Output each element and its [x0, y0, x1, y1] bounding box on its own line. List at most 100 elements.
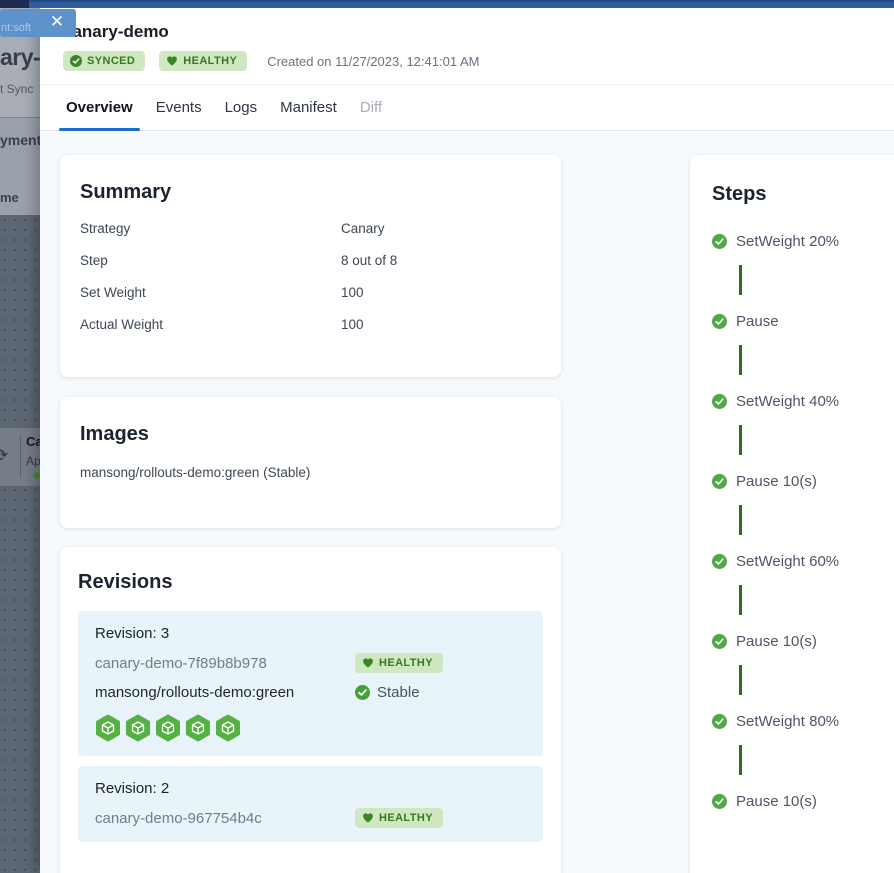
- step-item: Pause 10(s): [712, 471, 894, 551]
- step-connector: [739, 745, 742, 775]
- tooltip-text-fragment: nt:soft: [1, 22, 31, 34]
- background-app-title-fragment: ary-: [0, 44, 40, 70]
- tab-diff[interactable]: Diff: [359, 99, 383, 116]
- panel-content: Summary Strategy Canary Step 8 out of 8 …: [40, 131, 894, 873]
- heart-icon: [363, 813, 373, 823]
- healthy-badge: HEALTHY: [355, 808, 443, 828]
- healthy-badge-label: HEALTHY: [379, 812, 433, 824]
- image-entry: mansong/rollouts-demo:green (Stable): [80, 465, 311, 480]
- close-button[interactable]: ✕: [49, 12, 65, 31]
- step-label: Pause 10(s): [736, 632, 817, 650]
- check-circle-icon: [355, 684, 370, 700]
- step-connector: [739, 505, 742, 535]
- summary-row-set-weight: Set Weight 100: [80, 285, 541, 301]
- synced-badge-label: SYNCED: [87, 55, 136, 67]
- steps-list: SetWeight 20% Pause SetWeight 40%: [712, 231, 894, 871]
- tab-logs[interactable]: Logs: [224, 99, 258, 116]
- background-resource-node: ⟳ Ca Ap: [0, 428, 40, 486]
- replicaset-name: canary-demo-7f89b8b978: [95, 654, 267, 672]
- rollout-detail-panel: canary-demo SYNCED HEALTHY Created on 11…: [40, 8, 894, 873]
- step-label: Pause 10(s): [736, 472, 817, 490]
- pod-icon: [156, 714, 180, 742]
- health-dot-icon: [33, 472, 40, 479]
- stable-label: Stable: [377, 683, 420, 701]
- check-circle-icon: [70, 55, 82, 67]
- background-deployment-fragment: yment: [0, 132, 40, 148]
- step-label: Pause: [736, 312, 779, 330]
- step-check-icon: [712, 633, 727, 649]
- step-row: Pause 10(s): [712, 471, 894, 491]
- summary-value: Canary: [341, 221, 385, 236]
- pod-icon: [96, 714, 120, 742]
- step-connector: [739, 665, 742, 695]
- revision-item: Revision: 2 canary-demo-967754b4c HEALTH…: [78, 766, 543, 842]
- step-check-icon: [712, 473, 727, 489]
- divider: [20, 436, 21, 478]
- revision-item: Revision: 3 canary-demo-7f89b8b978 HEALT…: [78, 611, 543, 756]
- step-row: SetWeight 40%: [712, 391, 894, 411]
- step-row: SetWeight 80%: [712, 711, 894, 731]
- step-check-icon: [712, 793, 727, 809]
- heart-icon: [363, 658, 373, 668]
- revision-replicaset-row: canary-demo-967754b4c HEALTHY: [95, 808, 526, 828]
- background-sync-fragment: t Sync: [0, 82, 34, 96]
- healthy-badge: HEALTHY: [159, 51, 248, 71]
- background-subheader: yment me: [0, 118, 40, 215]
- tab-bar: Overview Events Logs Manifest Diff: [40, 85, 894, 131]
- resource-node-title-fragment: Ca: [26, 434, 40, 449]
- step-item: SetWeight 80%: [712, 711, 894, 791]
- step-row: SetWeight 20%: [712, 231, 894, 251]
- panel-header: canary-demo SYNCED HEALTHY Created on 11…: [40, 8, 894, 85]
- step-row: Pause 10(s): [712, 791, 894, 811]
- tab-overview[interactable]: Overview: [59, 85, 140, 131]
- step-label: Pause 10(s): [736, 792, 817, 810]
- replicaset-name: canary-demo-967754b4c: [95, 809, 262, 827]
- top-progress-bar: [0, 0, 894, 8]
- revisions-title: Revisions: [78, 571, 173, 593]
- tab-manifest[interactable]: Manifest: [280, 99, 337, 116]
- step-item: SetWeight 60%: [712, 551, 894, 631]
- status-badge-row: SYNCED HEALTHY Created on 11/27/2023, 12…: [63, 51, 894, 71]
- healthy-badge-label: HEALTHY: [183, 55, 238, 67]
- top-bar-left-segment: [0, 0, 29, 8]
- created-timestamp: Created on 11/27/2023, 12:41:01 AM: [267, 53, 480, 69]
- summary-row-actual-weight: Actual Weight 100: [80, 317, 541, 333]
- summary-label: Strategy: [80, 221, 131, 236]
- summary-label: Actual Weight: [80, 317, 164, 332]
- healthy-badge-label: HEALTHY: [379, 657, 433, 669]
- resource-node-subtitle-fragment: Ap: [26, 454, 40, 468]
- background-page: ary- t Sync yment me ⟳ Ca Ap: [0, 8, 40, 873]
- summary-value: 8 out of 8: [341, 253, 398, 268]
- step-item: SetWeight 40%: [712, 391, 894, 471]
- images-title: Images: [80, 423, 149, 445]
- step-item: Pause 10(s): [712, 631, 894, 711]
- resource-kind-icon: ⟳: [0, 446, 9, 465]
- step-connector: [739, 585, 742, 615]
- revision-replicaset-row: canary-demo-7f89b8b978 HEALTHY: [95, 653, 526, 673]
- pod-icon-row: [95, 714, 526, 742]
- stable-status: Stable: [355, 684, 420, 701]
- step-item: Pause 10(s): [712, 791, 894, 871]
- summary-row-step: Step 8 out of 8: [80, 253, 541, 269]
- step-connector: [739, 345, 742, 375]
- tab-events[interactable]: Events: [155, 99, 202, 116]
- steps-title: Steps: [712, 183, 767, 205]
- images-card: Images mansong/rollouts-demo:green (Stab…: [60, 397, 561, 528]
- step-label: SetWeight 80%: [736, 712, 840, 730]
- revision-number: Revision: 2: [95, 780, 170, 797]
- step-label: SetWeight 20%: [736, 232, 840, 250]
- summary-label: Step: [80, 253, 108, 268]
- background-tooltip: nt:soft: [0, 9, 76, 37]
- step-connector: [739, 425, 742, 455]
- step-check-icon: [712, 393, 727, 409]
- step-row: SetWeight 60%: [712, 551, 894, 571]
- step-item: SetWeight 20%: [712, 231, 894, 311]
- step-item: Pause: [712, 311, 894, 391]
- background-resource-tree: ⟳ Ca Ap: [0, 215, 40, 873]
- summary-value: 100: [341, 285, 364, 300]
- step-check-icon: [712, 713, 727, 729]
- summary-row-strategy: Strategy Canary: [80, 221, 541, 237]
- background-name-column-fragment: me: [0, 190, 19, 205]
- revision-number: Revision: 3: [95, 625, 170, 642]
- step-check-icon: [712, 233, 727, 249]
